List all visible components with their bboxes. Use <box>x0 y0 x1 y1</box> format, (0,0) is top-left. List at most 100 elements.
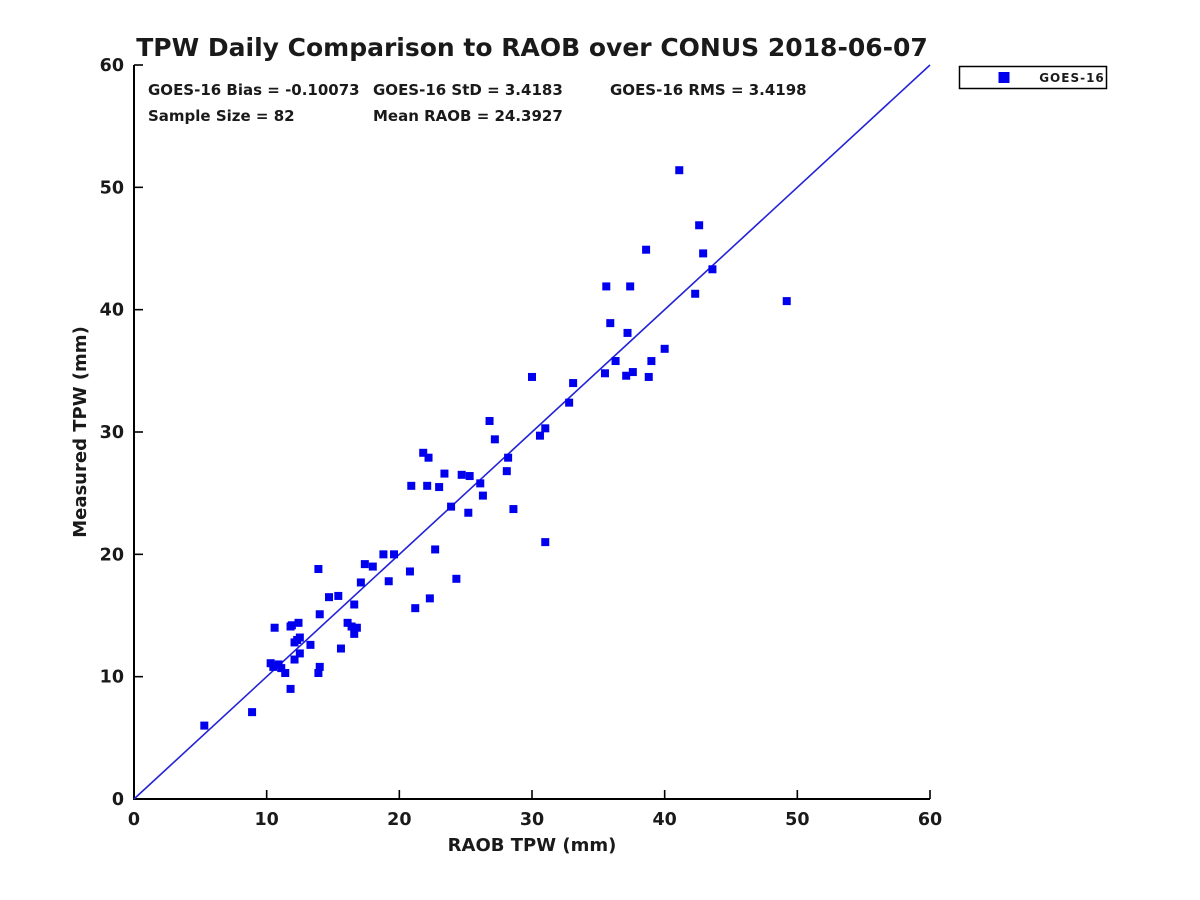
scatter-point <box>274 660 283 669</box>
scatter-point <box>431 545 440 554</box>
scatter-point <box>294 618 303 627</box>
scatter-point <box>602 282 611 291</box>
scatter-point <box>535 431 544 440</box>
scatter-point <box>606 319 615 328</box>
stat-annotation: GOES-16 RMS = 3.4198 <box>610 81 807 99</box>
x-tick-label: 30 <box>520 810 544 830</box>
scatter-point <box>352 623 361 632</box>
data-layer <box>133 64 931 800</box>
scatter-point <box>708 265 717 274</box>
scatter-point <box>360 560 369 569</box>
scatter-point <box>541 538 550 547</box>
y-tick-label: 40 <box>100 301 124 321</box>
scatter-point <box>452 574 461 583</box>
scatter-point <box>287 621 296 630</box>
scatter-point <box>675 166 684 175</box>
y-tick-label: 30 <box>100 423 124 443</box>
scatter-point <box>286 684 295 693</box>
scatter-point <box>315 662 324 671</box>
scatter-point <box>407 481 416 490</box>
x-tick-label: 0 <box>128 810 140 830</box>
scatter-point <box>266 659 275 668</box>
scatter-point <box>334 591 343 600</box>
scatter-point <box>384 577 393 586</box>
scatter-point <box>425 594 434 603</box>
y-tick-label: 20 <box>100 545 124 565</box>
stat-annotation: GOES-16 Bias = -0.10073 <box>148 81 360 99</box>
scatter-point <box>478 491 487 500</box>
scatter-point <box>623 328 632 337</box>
scatter-point <box>457 470 466 479</box>
y-tick-label: 50 <box>100 178 124 198</box>
scatter-point <box>405 567 414 576</box>
scatter-point <box>565 398 574 407</box>
scatter-point <box>490 435 499 444</box>
y-tick-label: 0 <box>112 790 124 810</box>
scatter-point <box>611 357 620 366</box>
scatter-point <box>350 629 359 638</box>
scatter-point <box>628 368 637 377</box>
scatter-point <box>465 472 474 481</box>
x-axis-label: RAOB TPW (mm) <box>448 835 617 856</box>
scatter-point <box>569 379 578 388</box>
scatter-point <box>476 479 485 488</box>
scatter-point <box>504 453 513 462</box>
y-tick-label: 60 <box>100 56 124 76</box>
scatter-point <box>509 505 518 514</box>
scatter-point <box>447 502 456 511</box>
y-tick-label: 10 <box>100 668 124 688</box>
stat-annotation: GOES-16 StD = 3.4183 <box>373 81 563 99</box>
legend: GOES-16 <box>958 65 1108 90</box>
legend-box <box>958 65 1108 90</box>
legend-label: GOES-16 <box>1039 71 1105 85</box>
scatter-point <box>622 371 631 380</box>
scatter-point <box>350 600 359 609</box>
x-tick-label: 60 <box>918 810 942 830</box>
scatter-point <box>642 245 651 254</box>
one-to-one-line <box>133 64 931 800</box>
scatter-point <box>379 550 388 559</box>
x-tick-label: 40 <box>652 810 676 830</box>
scatter-point <box>435 483 444 492</box>
scatter-point <box>390 550 399 559</box>
stat-annotation: Mean RAOB = 24.3927 <box>373 107 563 125</box>
x-tick-label: 10 <box>254 810 278 830</box>
scatter-point <box>248 708 257 717</box>
scatter-point <box>419 448 428 457</box>
scatter-point <box>411 604 420 613</box>
stat-annotation: Sample Size = 82 <box>148 107 295 125</box>
scatter-point <box>306 640 315 649</box>
scatter-point <box>464 508 473 517</box>
scatter-point <box>440 469 449 478</box>
scatter-point <box>691 289 700 298</box>
scatter-point <box>528 372 536 381</box>
scatter-point <box>290 655 299 664</box>
scatter-point <box>270 623 279 632</box>
scatter-point <box>336 644 345 653</box>
scatter-point <box>200 721 209 730</box>
scatter-point <box>315 610 324 619</box>
scatter-point <box>647 357 656 366</box>
y-axis-label: Measured TPW (mm) <box>70 326 91 538</box>
scatter-point <box>368 562 377 571</box>
scatter-point <box>600 369 609 378</box>
scatter-point <box>281 668 290 677</box>
scatter-point <box>343 618 352 627</box>
chart-title: TPW Daily Comparison to RAOB over CONUS … <box>136 33 928 62</box>
legend-marker-square-icon <box>998 72 1010 83</box>
axes-layer: 0 10 20 30 40 50 60 0 10 20 30 40 50 60 <box>100 56 943 830</box>
scatter-point <box>356 578 365 587</box>
x-tick-label: 50 <box>785 810 809 830</box>
scatter-point <box>314 668 323 677</box>
scatter-point <box>485 416 494 425</box>
scatter-point <box>325 593 334 602</box>
scatter-point <box>695 221 704 230</box>
scatter-point <box>314 565 323 574</box>
scatter-point <box>502 467 511 476</box>
stats-annotations: GOES-16 Bias = -0.10073 GOES-16 StD = 3.4… <box>148 81 807 125</box>
scatter-point <box>782 297 791 306</box>
scatter-point <box>423 481 432 490</box>
scatter-point <box>660 344 669 353</box>
